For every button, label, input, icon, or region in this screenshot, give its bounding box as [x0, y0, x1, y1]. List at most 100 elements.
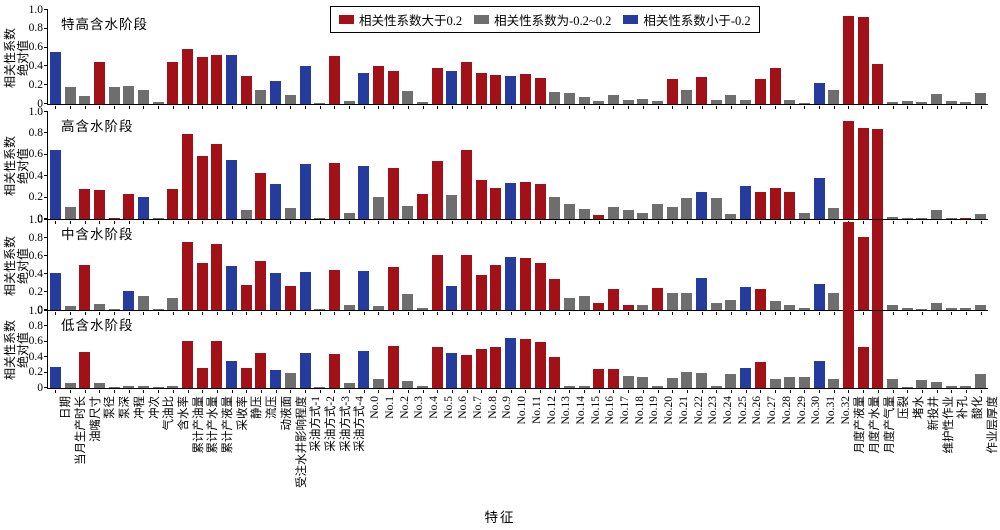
bar-slot — [856, 220, 871, 315]
x-label-slot: No.11 — [518, 394, 543, 506]
bar-采油方式-1 — [299, 163, 311, 219]
bar-动液面 — [270, 370, 282, 388]
bar-slot — [77, 311, 92, 393]
bar-No.14 — [563, 203, 575, 219]
bar-slot — [166, 311, 181, 393]
bar-slot — [709, 112, 724, 224]
bar-No.17 — [607, 94, 619, 104]
bar-当月生产时长 — [64, 382, 76, 388]
legend-item: 相关性系数为-0.2~0.2 — [474, 10, 611, 29]
bar-slot — [636, 220, 651, 315]
bar-slot — [166, 10, 181, 109]
bar-补孔 — [945, 217, 957, 219]
bar-冲次 — [137, 296, 149, 310]
bar-slot — [166, 112, 181, 224]
x-label-slot: No.32 — [826, 394, 852, 506]
bar-slot — [871, 112, 886, 224]
bar-No.23 — [696, 278, 708, 310]
bar-slot — [474, 220, 489, 315]
bar-slot — [210, 10, 225, 109]
bar-No.12 — [534, 78, 546, 104]
bar-月度产水量 — [857, 347, 869, 388]
bar-No.9 — [490, 187, 502, 219]
x-label-slot: 日期 — [47, 394, 72, 506]
bar-月度产水量 — [857, 128, 869, 219]
bar-slot — [474, 311, 489, 393]
bar-采油方式-3 — [328, 354, 340, 388]
bar-动液面 — [270, 81, 282, 104]
bar-slot — [915, 10, 930, 109]
bar-slot — [665, 112, 680, 224]
bar-slot — [562, 311, 577, 393]
bar-No.18 — [622, 304, 634, 310]
bar-slot — [782, 10, 797, 109]
bar-采油方式-4 — [343, 212, 355, 219]
x-label-slot: 静压 — [238, 394, 263, 506]
bar-No.31 — [813, 283, 825, 310]
bar-slot — [342, 311, 357, 393]
bar-累计产液量 — [211, 243, 223, 310]
bar-slot — [562, 112, 577, 224]
bar-No.15 — [578, 97, 590, 104]
bar-slot — [195, 220, 210, 315]
bar-slot — [753, 10, 768, 109]
bar-slot — [694, 220, 709, 315]
bar-slot — [709, 220, 724, 315]
y-tick-mark — [44, 27, 48, 29]
bar-No.23 — [696, 77, 708, 104]
x-label-slot: No.0 — [356, 394, 381, 506]
bar-slot — [430, 10, 445, 109]
bar-slot — [239, 311, 254, 393]
bar-No.18 — [622, 210, 634, 219]
bar-气油比 — [152, 309, 164, 310]
bar-slot — [694, 10, 709, 109]
bar-slot — [518, 10, 533, 109]
bar-No.4 — [417, 194, 429, 219]
bar-No.1 — [372, 306, 384, 310]
bar-slot — [107, 311, 122, 393]
y-tick-label: 0.6 — [28, 148, 43, 161]
legend-label: 相关性系数小于-0.2 — [643, 14, 751, 28]
x-label-slot: No.9 — [488, 394, 513, 506]
bar-slot — [944, 112, 959, 224]
bar-slot — [871, 10, 886, 109]
bar-No.24 — [710, 198, 722, 219]
bar-采油方式-2 — [314, 387, 326, 388]
y-axis-title: 相关性系数 绝对值 — [3, 27, 30, 88]
y-axis-title: 相关性系数 绝对值 — [3, 319, 30, 381]
bar-油嘴尺寸 — [79, 96, 91, 104]
bar-slot — [547, 311, 562, 393]
bar-No.0 — [358, 270, 370, 310]
bar-维护性作业 — [931, 302, 943, 310]
bar-slot — [503, 10, 518, 109]
y-tick-mark — [44, 84, 48, 86]
bar-No.29 — [784, 377, 796, 388]
bar-酸化 — [960, 308, 972, 310]
x-label-slot: 新投井 — [914, 394, 940, 506]
bar-slot — [356, 311, 371, 393]
bar-slot — [841, 112, 856, 224]
bar-slot — [48, 311, 63, 393]
bar-No.31 — [813, 83, 825, 104]
bar-No.29 — [784, 100, 796, 104]
bar-slot — [577, 10, 592, 109]
bar-slot — [606, 10, 621, 109]
bar-slot — [738, 10, 753, 109]
bar-slot — [63, 112, 78, 224]
bar-slot — [724, 10, 739, 109]
bar-slot — [738, 311, 753, 393]
subplot-中含水阶段: 相关性系数 绝对值 0 0.2 0.4 0.6 0.8 1.0 中含水阶段 — [0, 214, 1000, 315]
bar-slot — [944, 311, 959, 393]
legend-label: 相关性系数为-0.2~0.2 — [494, 14, 612, 28]
bar-受注水井影响程度 — [284, 373, 296, 388]
y-tick-label: 0.8 — [28, 319, 43, 332]
bar-采收率 — [226, 54, 238, 104]
plot-area: 0 0.2 0.4 0.6 0.8 1.0 — [29, 214, 988, 315]
bar-No.28 — [769, 187, 781, 219]
bar-slot — [797, 311, 812, 393]
x-label-slot: 累计产液量 — [209, 394, 234, 506]
bar-slot — [239, 10, 254, 109]
bar-No.8 — [475, 72, 487, 104]
bar-No.28 — [769, 300, 781, 310]
y-tick-label: 0.2 — [28, 366, 43, 379]
